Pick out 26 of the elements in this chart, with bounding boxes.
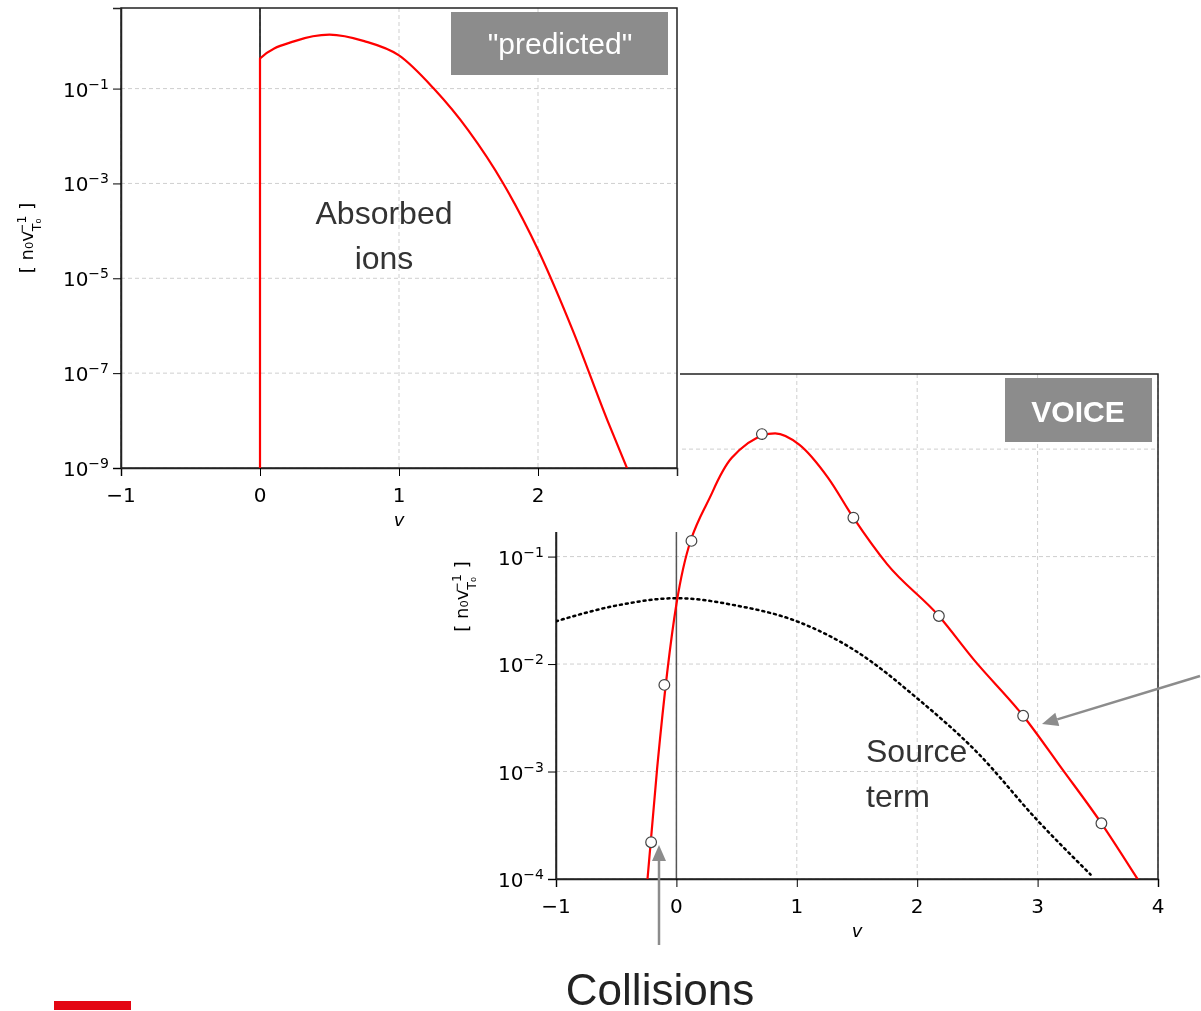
annotation: Absorbed ions: [315, 195, 453, 276]
x-axis-title: v: [851, 920, 863, 941]
x-tick-label: 4: [1151, 894, 1165, 918]
x-tick-label: 2: [910, 894, 924, 918]
y-tick-label: 10$^{−3}$: [62, 170, 109, 197]
x-tick-label: 1: [392, 483, 406, 507]
annotation: Source term: [866, 733, 968, 814]
y-tick-label: 10$^{−2}$: [497, 651, 544, 678]
y-tick-label: 10$^{−7}$: [62, 360, 109, 387]
y-tick-label: 10$^{−4}$: [497, 866, 545, 892]
x-tick-label: −1: [106, 483, 136, 507]
x-tick-label: 0: [253, 483, 267, 507]
annotation: "predicted": [487, 27, 633, 60]
y-tick-label: 10$^{−1}$: [62, 75, 109, 102]
y-tick-label: 10$^{−9}$: [62, 455, 109, 481]
y-tick-label: 10$^{−1}$: [497, 543, 544, 570]
text: Collisions: [565, 965, 755, 1011]
x-tick-label: 2: [531, 483, 545, 507]
annotation: VOICE: [1031, 395, 1125, 428]
y-tick-label: 10$^{−5}$: [62, 265, 109, 292]
x-tick-label: 3: [1031, 894, 1044, 918]
x-axis-title: v: [393, 509, 405, 530]
x-tick-label: 0: [670, 894, 683, 918]
x-tick-label: −1: [541, 894, 571, 918]
y-tick-label: 10$^{−3}$: [497, 758, 544, 785]
x-tick-label: 1: [790, 894, 804, 918]
